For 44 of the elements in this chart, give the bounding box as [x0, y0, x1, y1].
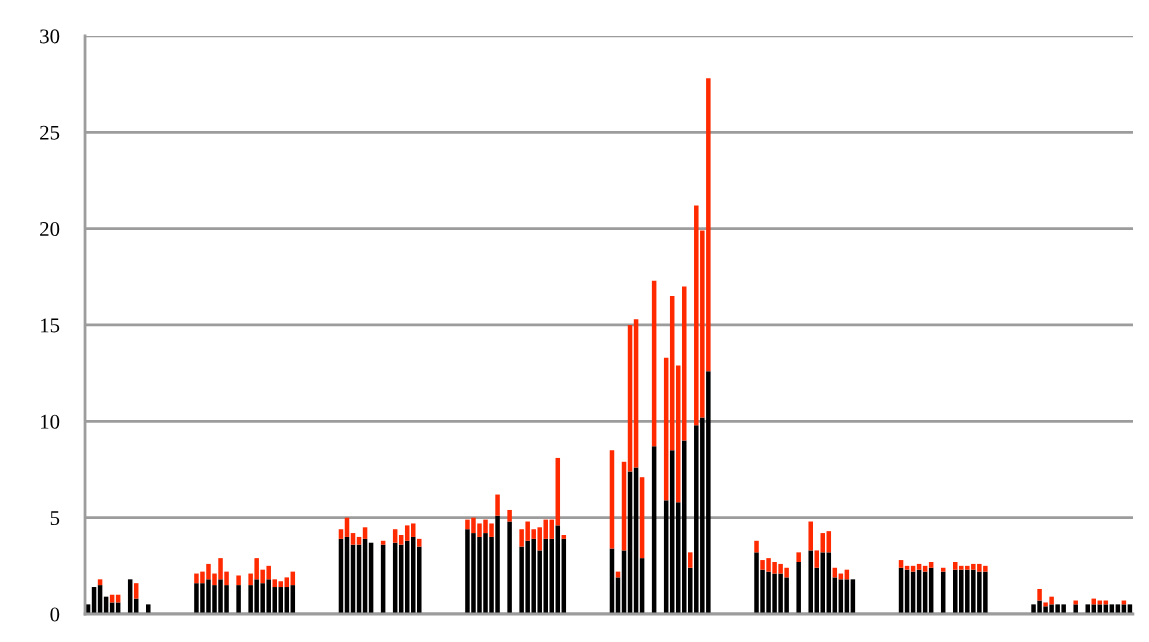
bar [688, 552, 693, 568]
bar [417, 538, 422, 547]
bar [754, 540, 759, 553]
bar [236, 575, 241, 586]
bar [910, 565, 916, 572]
bar [681, 286, 687, 441]
y-tick-label: 0 [50, 607, 60, 622]
y-tick-label: 25 [40, 125, 60, 140]
bar [1037, 588, 1042, 601]
bar [404, 525, 410, 541]
bar [507, 521, 512, 615]
bar [904, 565, 910, 570]
bar [338, 529, 344, 539]
bar [398, 535, 404, 545]
bar [362, 527, 368, 539]
bar [796, 561, 801, 615]
bar [284, 577, 290, 588]
bar [380, 540, 386, 545]
bar [796, 552, 801, 562]
bar [507, 509, 512, 522]
bar [916, 563, 922, 570]
bar [236, 585, 241, 615]
bar [495, 494, 500, 516]
bar [133, 583, 139, 599]
y-tick-label: 20 [40, 222, 60, 237]
bar [392, 529, 398, 543]
bar [928, 561, 934, 568]
bar [808, 521, 813, 551]
bar [814, 550, 819, 568]
bar [1085, 604, 1090, 615]
bar [410, 523, 416, 537]
y-tick-label: 10 [41, 414, 60, 429]
bar [922, 565, 928, 572]
bar [146, 604, 151, 615]
bar [561, 535, 567, 539]
bar [97, 579, 103, 586]
y-tick-label: 5 [50, 511, 60, 526]
bar [1073, 604, 1078, 615]
bar [898, 560, 904, 568]
y-tick-label: 15 [41, 318, 60, 333]
bar [356, 536, 362, 545]
bar [350, 533, 356, 545]
y-tick-label: 30 [40, 29, 60, 44]
bar [940, 567, 946, 572]
